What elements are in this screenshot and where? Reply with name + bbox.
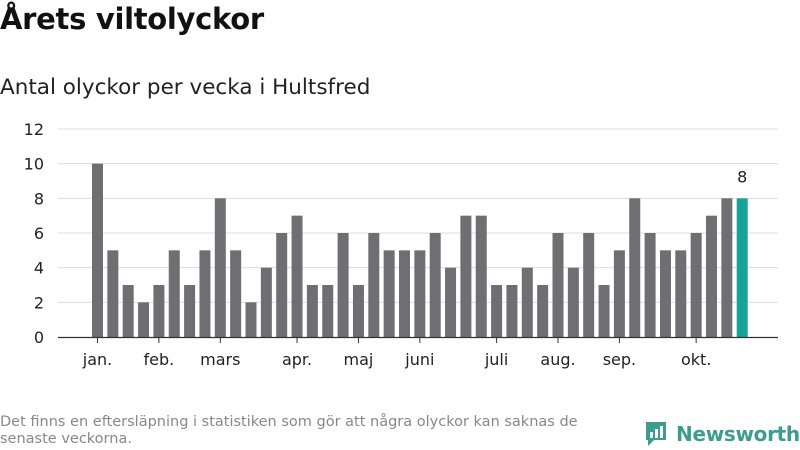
bar-highlight [736,198,748,337]
newsworthy-logo-icon [646,422,666,446]
x-tick-label: apr. [282,350,312,369]
bar [475,215,487,337]
y-tick-label: 0 [34,328,44,347]
bar [706,215,717,337]
bar [399,250,410,337]
bar [260,267,272,337]
bar [184,285,196,337]
y-tick-label: 8 [34,189,44,208]
bar [460,215,472,337]
bar [322,285,334,337]
bar [214,198,226,337]
bar [521,267,533,337]
bar [552,233,564,337]
bar [92,163,103,337]
x-tick-label: jan. [82,350,112,369]
bar [721,198,733,337]
bar [276,233,288,337]
bar [138,302,150,337]
data-label: 8 [737,167,747,186]
bar [337,233,349,337]
y-tick-label: 2 [34,293,44,312]
footnote: Det finns en eftersläpning i statistiken… [0,414,578,447]
x-tick-label: sep. [603,350,636,369]
x-tick-label: feb. [144,350,175,369]
x-tick-label: juli [484,350,508,369]
x-tick-label: aug. [540,350,575,369]
bar [491,285,503,337]
bar [659,250,671,337]
bar [644,233,656,337]
bar [583,233,595,337]
bar [122,285,134,337]
bar [107,250,119,337]
x-tick-label: mars [200,350,240,369]
bar [291,215,303,337]
y-tick-label: 12 [24,120,44,139]
bar-chart: 0 2 4 6 8 10 12 jan. feb. mars apr. maj juni juli aug.… [24,120,778,369]
bar [414,250,426,337]
bar [613,250,625,337]
bar [567,267,579,337]
y-tick-label: 10 [24,155,44,174]
bar [675,250,687,337]
bar [352,285,364,337]
x-tick-label: juni [404,350,434,369]
bar [368,233,380,337]
bar [629,198,641,337]
bar [245,302,257,337]
bar [598,285,610,337]
bar [429,233,441,337]
bar [199,250,211,337]
brand-logo: Newsworthy [644,418,800,450]
bar [153,285,165,337]
bar [690,233,702,337]
y-tick-label: 6 [34,224,44,243]
x-tick-label: maj [344,350,374,369]
bar [168,250,180,337]
bar [537,285,549,337]
chart-subtitle: Antal olyckor per vecka i Hultsfred [0,75,371,100]
bar [506,285,518,337]
bar [230,250,242,337]
y-tick-label: 4 [34,259,44,278]
bar [383,250,395,337]
bar [445,267,457,337]
chart-title: Årets viltolyckor [0,2,264,36]
brand-name: Newsworthy [676,422,800,446]
bar [306,285,318,337]
x-tick-label: okt. [681,350,711,369]
